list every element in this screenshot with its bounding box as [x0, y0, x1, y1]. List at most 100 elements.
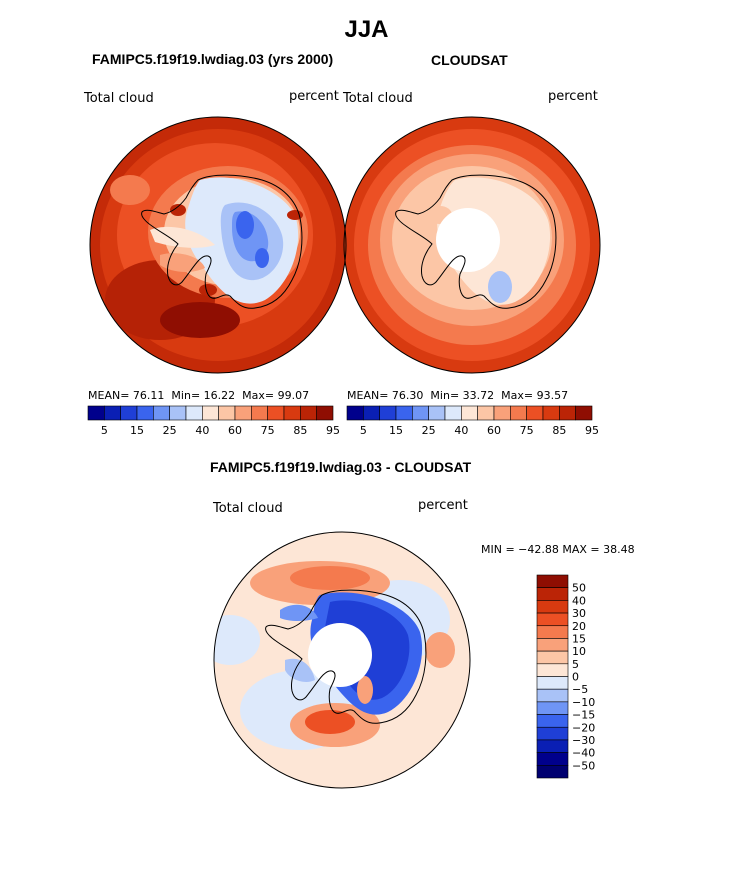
colorbar-diff-swatch-13 — [536, 739, 569, 753]
colorbar-obs-swatch-8 — [477, 405, 495, 421]
panel-obs-variable: Total cloud — [343, 91, 413, 106]
colorbar-model-swatch-6 — [185, 405, 203, 421]
panel-diff-variable: Total cloud — [213, 501, 283, 516]
colorbar-diff-tick-label: −40 — [572, 747, 595, 760]
colorbar-obs-tick-label: 75 — [520, 424, 534, 437]
colorbar-obs-swatch-11 — [526, 405, 544, 421]
colorbar-model-swatch-14 — [316, 405, 334, 421]
colorbar-diff-swatch-12 — [536, 726, 569, 741]
map-obs — [344, 117, 600, 373]
colorbar-model-tick-label: 5 — [101, 424, 108, 437]
colorbar-model-tick-label: 95 — [326, 424, 340, 437]
colorbar-obs-tick-label: 85 — [552, 424, 566, 437]
colorbar-obs: 5 15 25 40 60 75 85 95 — [346, 405, 599, 437]
colorbar-diff-swatch-4 — [536, 625, 569, 639]
colorbar-obs-swatch-14 — [575, 405, 593, 421]
panel-model-header: FAMIPC5.f19f19.lwdiag.03 (yrs 2000) — [92, 51, 334, 67]
colorbar-obs-swatch-2 — [379, 405, 397, 421]
panel-model-units: percent — [289, 89, 339, 104]
colorbar-model-swatch-5 — [169, 405, 187, 421]
colorbar-obs-swatch-0 — [346, 405, 364, 421]
antarctica-coastline — [141, 174, 557, 724]
panel-obs-stats: MEAN= 76.30 Min= 33.72 Max= 93.57 — [347, 389, 569, 402]
colorbar-diff-swatch-11 — [536, 714, 569, 728]
colorbar-obs-swatch-10 — [510, 405, 527, 421]
colorbar-model-tick-label: 85 — [293, 424, 307, 437]
colorbar-diff-swatch-8 — [536, 676, 569, 690]
colorbar-diff-tick-label: 50 — [572, 582, 586, 595]
panel-obs-header: CLOUDSAT — [431, 52, 508, 68]
colorbar-diff-tick-label: −10 — [572, 696, 595, 709]
colorbar-diff-swatch-1 — [536, 587, 569, 601]
colorbar-model-swatch-8 — [218, 405, 236, 421]
colorbar-diff-swatch-7 — [536, 663, 569, 677]
colorbar-diff-swatch-3 — [536, 612, 569, 627]
colorbar-obs-swatch-12 — [542, 405, 560, 421]
colorbar-obs-tick-label: 60 — [487, 424, 501, 437]
colorbar-obs-tick-label: 5 — [360, 424, 367, 437]
colorbar-obs-tick-label: 25 — [422, 424, 436, 437]
colorbar-diff-tick-label: 0 — [572, 671, 579, 684]
colorbar-diff-tick-label: −20 — [572, 721, 595, 734]
colorbar-diff-swatch-14 — [536, 752, 569, 766]
colorbar-model-swatch-12 — [283, 405, 301, 421]
colorbar-model-swatch-7 — [202, 405, 219, 421]
map-diff — [214, 532, 470, 788]
colorbar-diff-tick-label: −5 — [572, 683, 588, 696]
colorbar-diff-tick-label: 30 — [572, 607, 586, 620]
map-diff-border — [213, 531, 471, 789]
map-model-border — [89, 116, 347, 374]
colorbar-obs-swatch-13 — [559, 405, 576, 421]
panel-model-variable: Total cloud — [84, 91, 154, 106]
panel-obs-units: percent — [548, 89, 598, 104]
colorbar-diff-swatch-0 — [536, 574, 569, 588]
colorbar-model-tick-label: 60 — [228, 424, 242, 437]
colorbar-diff-tick-label: 40 — [572, 594, 586, 607]
colorbar-model-swatch-11 — [267, 405, 285, 421]
panel-diff-header: FAMIPC5.f19f19.lwdiag.03 - CLOUDSAT — [210, 459, 472, 475]
colorbar-model-swatch-1 — [104, 405, 121, 421]
colorbar-model-swatch-13 — [300, 405, 317, 421]
colorbar-obs-tick-label: 95 — [585, 424, 599, 437]
colorbar-obs-swatch-7 — [461, 405, 478, 421]
map-model — [90, 117, 346, 373]
colorbar-model-swatch-0 — [87, 405, 105, 421]
colorbar-model-swatch-4 — [153, 405, 170, 421]
colorbar-model-swatch-9 — [234, 405, 252, 421]
colorbar-diff-tick-label: 5 — [572, 658, 579, 671]
colorbar-obs-tick-label: 15 — [389, 424, 403, 437]
colorbar-diff-swatch-9 — [536, 688, 569, 703]
colorbar-model-swatch-2 — [120, 405, 138, 421]
map-obs-border — [343, 116, 601, 374]
panel-diff-minmax: MIN = −42.88 MAX = 38.48 — [481, 543, 635, 556]
colorbar-diff-swatch-5 — [536, 638, 569, 652]
colorbar-obs-swatch-5 — [428, 405, 446, 421]
colorbar-diff-swatch-2 — [536, 600, 569, 614]
colorbar-diff-swatch-15 — [536, 765, 569, 779]
figure-title: JJA — [344, 16, 389, 43]
colorbar-diff-tick-label: 20 — [572, 620, 586, 633]
colorbar-obs-swatch-3 — [395, 405, 413, 421]
colorbar-diff-swatch-10 — [536, 701, 569, 715]
colorbar-model-tick-label: 25 — [163, 424, 177, 437]
colorbar-obs-swatch-1 — [363, 405, 380, 421]
colorbar-model-tick-label: 40 — [195, 424, 209, 437]
colorbar-diff-tick-label: 15 — [572, 632, 586, 645]
panel-model-stats: MEAN= 76.11 Min= 16.22 Max= 99.07 — [88, 389, 310, 402]
colorbar-obs-swatch-4 — [412, 405, 429, 421]
colorbar-model-tick-label: 75 — [261, 424, 275, 437]
colorbar-model-tick-label: 15 — [130, 424, 144, 437]
colorbar-obs-swatch-6 — [444, 405, 462, 421]
colorbar-diff-tick-label: −30 — [572, 734, 595, 747]
colorbar-diff-tick-label: 10 — [572, 645, 586, 658]
colorbar-diff-tick-label: −50 — [572, 759, 595, 772]
colorbar-diff-tick-label: −15 — [572, 709, 595, 722]
colorbar-model: 5 15 25 40 60 75 85 95 — [87, 405, 340, 437]
colorbar-obs-swatch-9 — [493, 405, 511, 421]
colorbar-obs-tick-label: 40 — [454, 424, 468, 437]
panel-diff-units: percent — [418, 498, 468, 513]
colorbar-model-swatch-3 — [136, 405, 154, 421]
colorbar-diff-swatch-6 — [536, 650, 569, 665]
